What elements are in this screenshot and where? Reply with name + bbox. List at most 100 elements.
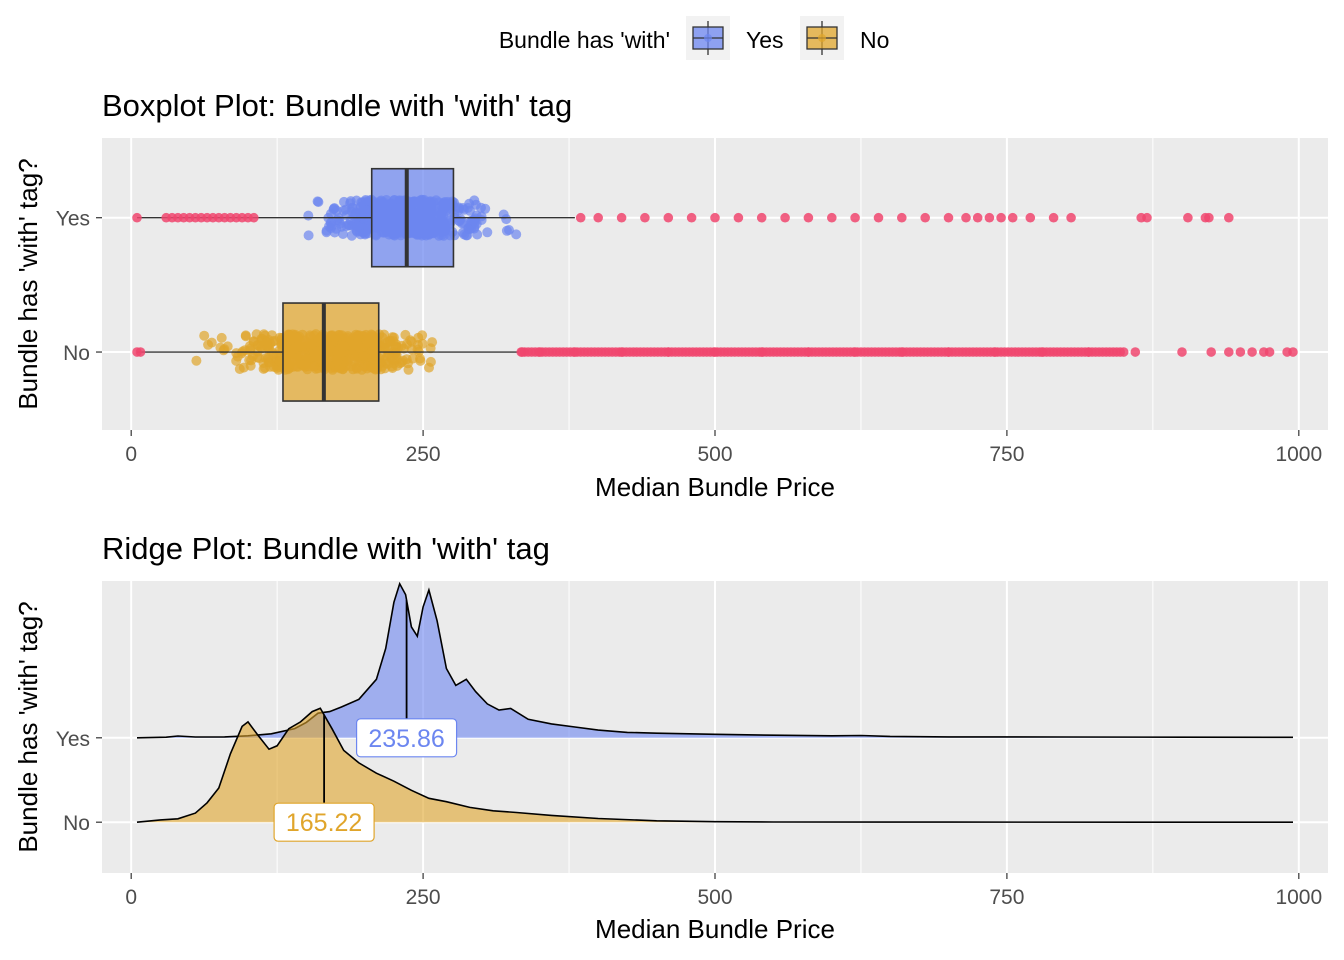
outlier-point-yes bbox=[1183, 212, 1193, 223]
ridge-outline-no bbox=[136, 707, 1294, 823]
jitter-point-no bbox=[388, 336, 399, 347]
legend: Bundle has 'with' Yes No bbox=[499, 16, 889, 60]
jitter-point-no bbox=[216, 332, 227, 343]
outlier-point-yes bbox=[920, 212, 930, 223]
outlier-point-yes bbox=[593, 212, 603, 223]
ridge-chart: Ridge Plot: Bundle with 'with' tag 235.8… bbox=[13, 531, 1328, 944]
median-label-text-yes: 235.86 bbox=[368, 725, 444, 753]
jitter-point-yes bbox=[360, 229, 371, 240]
jitter-point-yes bbox=[356, 197, 367, 208]
jitter-point-no bbox=[396, 340, 407, 351]
jitter-point-no bbox=[218, 345, 229, 356]
jitter-point-no bbox=[415, 355, 426, 366]
outlier-point-yes bbox=[710, 212, 720, 223]
median-label-box-no bbox=[273, 802, 375, 842]
ridge-y-axis-label: Bundle has 'with' tag? bbox=[13, 601, 43, 852]
outlier-point-yes bbox=[961, 212, 971, 223]
y-tick-label: No bbox=[63, 342, 90, 365]
jitter-point-yes bbox=[345, 196, 356, 207]
jitter-point-yes bbox=[511, 229, 522, 240]
jitter-point-yes bbox=[482, 227, 493, 238]
jitter-point-yes bbox=[303, 210, 314, 221]
outlier-point-no bbox=[1177, 347, 1187, 357]
ridge-y-ticks: Yes No bbox=[56, 728, 102, 835]
outlier-point-yes bbox=[575, 212, 586, 223]
x-tick-label: 1000 bbox=[1275, 443, 1322, 466]
jitter-point-yes bbox=[352, 221, 363, 232]
outlier-point-yes bbox=[996, 212, 1006, 223]
x-tick-label: 250 bbox=[406, 886, 441, 909]
jitter-point-yes bbox=[331, 205, 342, 216]
outlier-point-yes bbox=[663, 212, 674, 223]
jitter-point-yes bbox=[303, 230, 314, 241]
ridge-area-no bbox=[137, 708, 1293, 823]
jitter-point-yes bbox=[472, 229, 483, 240]
outlier-point-yes bbox=[733, 212, 744, 223]
outlier-point-no bbox=[135, 347, 146, 357]
x-tick-label: 500 bbox=[697, 886, 732, 909]
outlier-point-no bbox=[1264, 347, 1275, 357]
jitter-point-no bbox=[383, 358, 393, 369]
outlier-point-no bbox=[1247, 347, 1257, 357]
legend-item-yes: Yes bbox=[686, 16, 784, 60]
jitter-point-no bbox=[400, 329, 411, 340]
jitter-point-no bbox=[240, 331, 251, 342]
jitter-point-yes bbox=[501, 225, 512, 236]
outlier-point-yes bbox=[1025, 212, 1036, 223]
x-tick-label: 1000 bbox=[1275, 886, 1322, 909]
boxplot-x-axis-label: Median Bundle Price bbox=[595, 472, 835, 502]
jitter-point-yes bbox=[498, 209, 509, 220]
y-tick-label: No bbox=[63, 812, 90, 835]
jitter-point-no bbox=[379, 329, 390, 340]
jitter-point-yes bbox=[471, 218, 482, 229]
outlier-point-yes bbox=[972, 212, 983, 223]
jitter-point-no bbox=[407, 353, 418, 364]
ridge-area-yes bbox=[137, 583, 1293, 738]
outlier-point-yes bbox=[249, 212, 259, 223]
outlier-point-yes bbox=[640, 212, 650, 223]
ridge-x-ticks: 0 250 500 750 1000 bbox=[125, 873, 1322, 909]
jitter-point-yes bbox=[335, 218, 345, 229]
x-tick-label: 500 bbox=[697, 443, 732, 466]
outlier-point-yes bbox=[1066, 212, 1076, 223]
jitter-point-no bbox=[236, 348, 247, 359]
jitter-point-yes bbox=[325, 223, 336, 234]
x-tick-label: 0 bbox=[125, 443, 137, 466]
outlier-point-yes bbox=[1007, 212, 1018, 223]
y-tick-label: Yes bbox=[56, 208, 90, 231]
x-tick-label: 0 bbox=[125, 886, 137, 909]
jitter-point-yes bbox=[459, 229, 470, 240]
median-label-yes: 235.86 bbox=[355, 718, 458, 758]
jitter-point-no bbox=[199, 330, 210, 341]
jitter-point-no bbox=[244, 341, 255, 351]
box-no bbox=[282, 302, 380, 402]
boxplot-outliers bbox=[132, 212, 1298, 357]
boxplot-x-ticks: 0 250 500 750 1000 bbox=[125, 430, 1322, 466]
jitter-point-no bbox=[382, 350, 393, 361]
jitter-point-yes bbox=[480, 203, 491, 214]
x-tick-label: 250 bbox=[406, 443, 441, 466]
jitter-point-yes bbox=[458, 204, 469, 215]
outlier-point-yes bbox=[873, 212, 884, 223]
outlier-point-yes bbox=[616, 212, 627, 223]
outlier-point-yes bbox=[132, 212, 142, 223]
legend-key-point-no bbox=[818, 34, 826, 42]
boxplot-title: Boxplot Plot: Bundle with 'with' tag bbox=[102, 88, 572, 123]
boxplot-boxes bbox=[137, 167, 575, 402]
outlier-point-yes bbox=[1048, 212, 1059, 223]
median-label-text-no: 165.22 bbox=[286, 809, 362, 837]
y-tick-label: Yes bbox=[56, 728, 90, 751]
ridge-x-axis-label: Median Bundle Price bbox=[595, 914, 835, 944]
jitter-point-yes bbox=[338, 229, 348, 239]
outlier-point-no bbox=[1206, 347, 1216, 357]
jitter-point-no bbox=[245, 360, 256, 371]
outlier-point-yes bbox=[1142, 212, 1152, 223]
x-tick-label: 750 bbox=[989, 886, 1024, 909]
legend-key-point-yes bbox=[704, 34, 712, 42]
jitter-point-no bbox=[231, 355, 242, 366]
outlier-point-no bbox=[1235, 347, 1246, 357]
outlier-point-yes bbox=[827, 212, 837, 223]
jitter-point-no bbox=[403, 364, 414, 375]
box-yes bbox=[370, 167, 455, 268]
